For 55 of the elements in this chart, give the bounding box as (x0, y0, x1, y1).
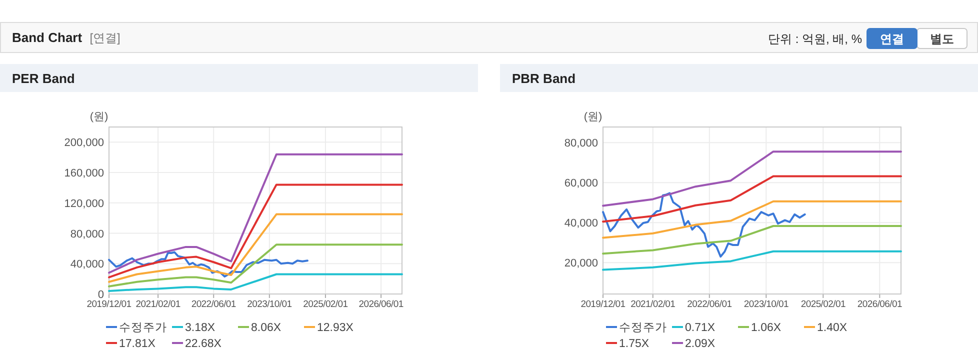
x-tick-label: 2021/02/01 (630, 299, 676, 310)
legend-label: 1.40X (817, 322, 848, 334)
legend-label: 22.68X (185, 338, 222, 350)
legend-label: 1.75X (619, 338, 650, 350)
y-tick-label: 80,000 (564, 138, 598, 150)
x-tick-label: 2019/12/01 (580, 299, 626, 310)
legend-item: 0.71X (672, 322, 716, 334)
legend-item: 17.81X (106, 338, 156, 350)
x-tick-label: 2025/02/01 (800, 299, 846, 310)
legend-item: 8.06X (238, 322, 282, 334)
y-tick-label: 80,000 (70, 228, 104, 240)
x-tick-label: 2022/06/01 (191, 299, 236, 310)
y-tick-label: 40,000 (70, 258, 104, 271)
button: 연결 (866, 28, 918, 49)
legend-label: 수정주가 (119, 322, 167, 334)
y-axis-title: (원) (584, 111, 602, 123)
legend-item: 1.06X (738, 322, 782, 334)
legend-label: 12.93X (317, 322, 354, 334)
x-tick-label: 2023/10/01 (744, 299, 788, 310)
legend-label: 2.09X (685, 338, 716, 350)
button: 별도 (916, 28, 968, 49)
x-tick-label: 2021/02/01 (136, 299, 180, 310)
text: 단위 : 억원, 배, % (768, 32, 862, 46)
y-tick-label: 60,000 (564, 178, 598, 190)
y-tick-label: 120,000 (64, 198, 104, 210)
x-tick-label: 2019/12/01 (86, 299, 132, 310)
legend-item: 22.68X (172, 338, 222, 350)
x-tick-label: 2023/10/01 (247, 299, 292, 310)
legend-label: 17.81X (119, 338, 156, 350)
chart-title: PBR Band (512, 71, 576, 86)
y-tick-label: 160,000 (64, 168, 104, 180)
legend-label: 8.06X (251, 322, 282, 334)
x-tick-label: 2025/02/01 (303, 299, 348, 310)
legend-item: 1.75X (606, 338, 650, 350)
legend-label: 0.71X (685, 322, 716, 334)
legend-item: 2.09X (672, 338, 716, 350)
legend-item: 수정주가 (606, 322, 667, 334)
legend-item: 3.18X (172, 322, 216, 334)
legend-item: 수정주가 (106, 322, 167, 334)
legend-label: 3.18X (185, 322, 216, 334)
legend-item: 12.93X (304, 322, 354, 334)
x-tick-label: 2026/06/01 (358, 299, 404, 310)
legend-item: 1.40X (804, 322, 848, 334)
y-tick-label: 20,000 (564, 258, 598, 270)
legend-label: 1.06X (751, 322, 782, 334)
x-tick-label: 2022/06/01 (687, 299, 732, 310)
text: Band Chart (12, 30, 83, 45)
y-tick-label: 200,000 (64, 137, 104, 150)
legend-label: 수정주가 (619, 322, 667, 334)
y-tick-label: 0 (98, 289, 104, 301)
chart-title: PER Band (12, 71, 75, 86)
x-tick-label: 2026/06/01 (857, 299, 902, 310)
y-axis-title: (원) (90, 111, 108, 123)
y-tick-label: 40,000 (564, 218, 598, 230)
text: [연결] (90, 31, 120, 45)
